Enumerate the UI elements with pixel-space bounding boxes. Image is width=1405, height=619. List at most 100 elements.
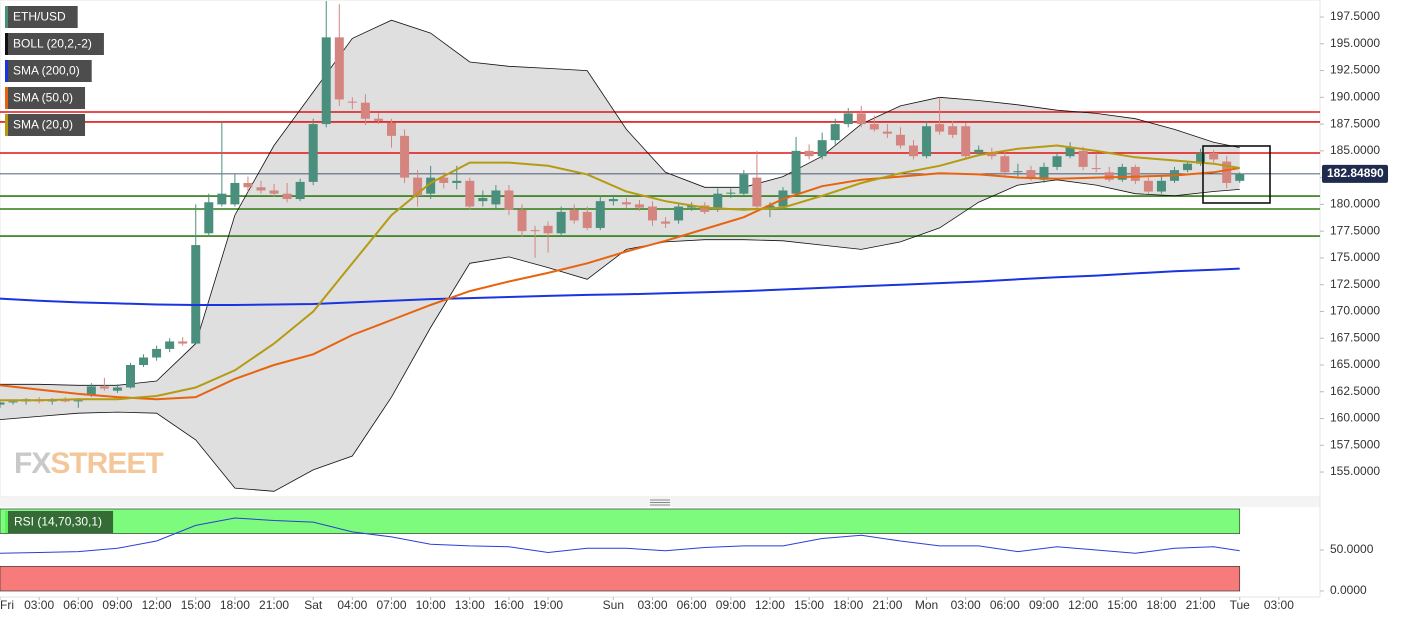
candle-body xyxy=(347,101,357,103)
candle-body xyxy=(112,387,122,391)
candle-body xyxy=(1143,180,1153,192)
candle-body xyxy=(752,177,762,207)
candle-body xyxy=(1052,156,1062,167)
x-tick-label: 12:00 xyxy=(755,598,785,612)
candle-body xyxy=(1117,166,1127,180)
candle-body xyxy=(295,181,305,200)
candle-body xyxy=(726,192,736,194)
candle-body xyxy=(817,140,827,157)
candle-body xyxy=(895,134,905,146)
candle-body xyxy=(543,225,553,234)
candle-body xyxy=(1209,152,1219,160)
candle-body xyxy=(1065,147,1075,157)
y-tick-label: 180.0000 xyxy=(1330,197,1380,211)
candle-body xyxy=(869,124,879,130)
candle-body xyxy=(882,131,892,134)
candle-body xyxy=(1091,167,1101,170)
candle-body xyxy=(856,113,866,125)
x-tick-label: 18:00 xyxy=(220,598,250,612)
x-tick-label: Sat xyxy=(304,598,323,612)
y-tick-label: 155.0000 xyxy=(1330,464,1380,478)
y-tick-label: 192.5000 xyxy=(1330,63,1380,77)
x-tick-label: 09:00 xyxy=(1029,598,1059,612)
candle-body xyxy=(739,174,749,194)
candle-body xyxy=(334,37,344,100)
x-tick-label: 06:00 xyxy=(677,598,707,612)
candle-body xyxy=(400,135,410,178)
candle-body xyxy=(152,348,162,358)
legend-box xyxy=(5,87,86,109)
legend-label: ETH/USD xyxy=(13,10,66,24)
x-tick-label: 03:00 xyxy=(1264,598,1294,612)
candle-body xyxy=(413,177,423,196)
candle-body xyxy=(1235,173,1245,181)
candle-body xyxy=(922,126,932,157)
x-tick-label: Mon xyxy=(915,598,938,612)
rsi-band xyxy=(0,566,1241,592)
sma-line xyxy=(0,167,1240,401)
y-tick-label: 175.0000 xyxy=(1330,250,1380,264)
candle-body xyxy=(1078,150,1088,167)
candle-body xyxy=(595,201,605,228)
x-tick-label: 18:00 xyxy=(833,598,863,612)
candle-body xyxy=(0,402,5,405)
candle-body xyxy=(674,206,684,221)
candle-body xyxy=(1013,171,1023,173)
candle-body xyxy=(256,187,266,191)
legend-label: SMA (20,0) xyxy=(13,118,73,132)
watermark-part: STREET xyxy=(50,447,163,480)
candle-body xyxy=(1130,166,1140,181)
x-tick-label: 09:00 xyxy=(102,598,132,612)
candle-body xyxy=(647,206,657,221)
legend-box xyxy=(5,60,92,82)
x-tick-label: 03:00 xyxy=(637,598,667,612)
y-tick-label: 157.5000 xyxy=(1330,437,1380,451)
x-tick-label: 16:00 xyxy=(494,598,524,612)
x-tick-label: 06:00 xyxy=(63,598,93,612)
legend-label: SMA (200,0) xyxy=(13,64,80,78)
candle-body xyxy=(178,341,188,344)
candle-body xyxy=(452,180,462,183)
legend-box xyxy=(5,114,86,136)
x-tick-label: 03:00 xyxy=(951,598,981,612)
x-tick-label: 07:00 xyxy=(376,598,406,612)
rsi-line xyxy=(0,517,1240,554)
x-tick-label: 15:00 xyxy=(181,598,211,612)
candle-body xyxy=(830,124,840,141)
candle-body xyxy=(243,182,253,188)
legend-swatch xyxy=(5,114,8,136)
candle-body xyxy=(269,190,279,194)
candle-body xyxy=(230,182,240,205)
legend-box xyxy=(5,33,104,55)
candle-body xyxy=(1222,161,1232,183)
legend-swatch xyxy=(5,60,8,82)
candle-body xyxy=(1156,180,1166,192)
x-tick-label: 18:00 xyxy=(1146,598,1176,612)
candle-body xyxy=(282,193,292,200)
candle-body xyxy=(948,126,958,135)
x-tick-label: 21:00 xyxy=(259,598,289,612)
candle-body xyxy=(360,102,370,119)
x-tick-label: Sun xyxy=(603,598,624,612)
candle-body xyxy=(504,190,514,210)
candle-body xyxy=(530,230,540,232)
candle-body xyxy=(478,197,488,202)
candle-body xyxy=(321,37,331,125)
sma-line xyxy=(0,267,1240,306)
y-tick-label: 165.0000 xyxy=(1330,357,1380,371)
candle-body xyxy=(73,400,83,402)
candle-body xyxy=(634,204,644,208)
x-tick-label: 21:00 xyxy=(1186,598,1216,612)
candle-body xyxy=(791,150,801,194)
candle-body xyxy=(765,205,775,209)
band-line xyxy=(0,19,1240,386)
y-tick-label: 162.5000 xyxy=(1330,384,1380,398)
y-tick-label: 170.0000 xyxy=(1330,304,1380,318)
y-tick-label: 177.5000 xyxy=(1330,223,1380,237)
candle-body xyxy=(1000,156,1010,173)
candle-body xyxy=(987,152,997,157)
x-tick-label: 04:00 xyxy=(337,598,367,612)
candle-body xyxy=(191,245,201,344)
y-tick-label: 172.5000 xyxy=(1330,277,1380,291)
last-price-box xyxy=(1322,164,1388,183)
